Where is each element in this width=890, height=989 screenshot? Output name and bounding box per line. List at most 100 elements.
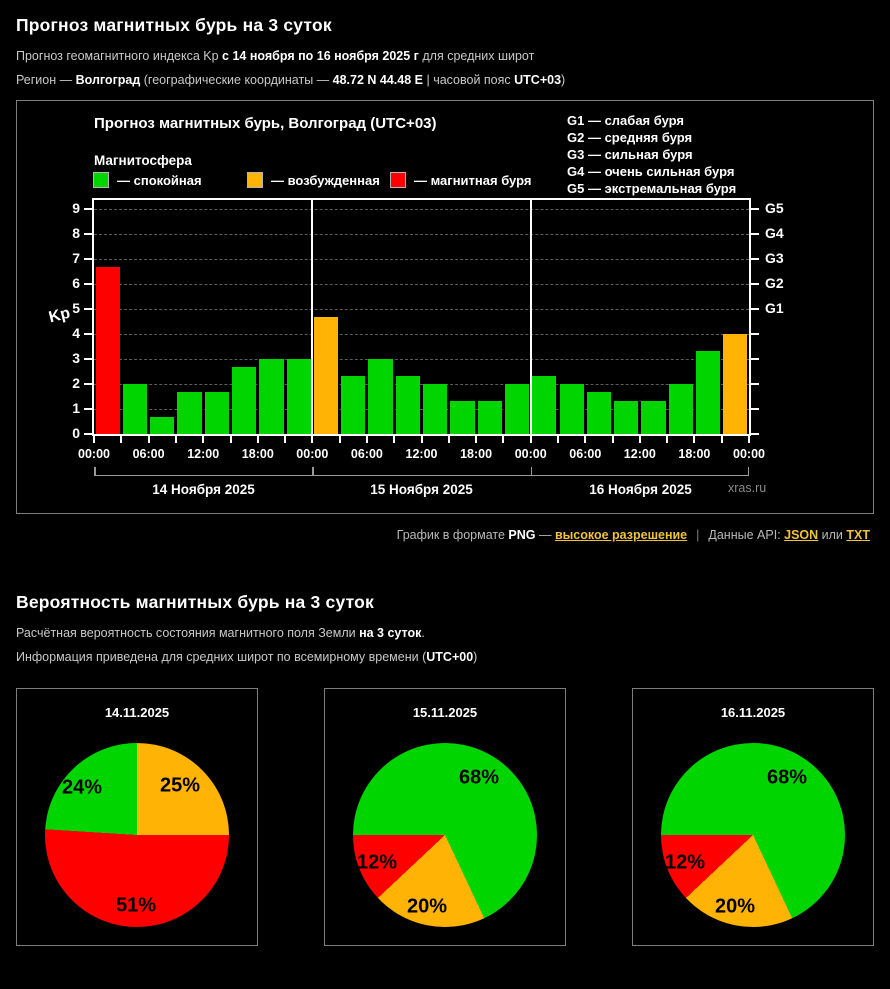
kp-bar — [723, 334, 748, 434]
quiet-color-swatch — [93, 172, 109, 188]
pie-percent-label: 51% — [115, 894, 157, 917]
separator: | — [696, 528, 700, 542]
g4-legend-line: G4 — очень сильная буря — [567, 164, 735, 179]
x-tick-label: 06:00 — [132, 447, 165, 461]
x-tick-label: 00:00 — [78, 447, 110, 461]
pie-chart — [661, 743, 845, 927]
probability-text: Расчётная вероятность состояния магнитно… — [16, 626, 360, 640]
y-axis-tick — [84, 283, 92, 285]
g-scale-label: G2 — [765, 275, 784, 291]
kp-bar — [423, 384, 448, 434]
kp-plot: 0 1 2 3 4 5 G1 6 G2 7 G3 8 G4 9 G5 00:00 06:00 12:00 18:00… — [72, 198, 784, 461]
watermark: xras.ru — [728, 481, 767, 495]
x-axis-tick — [365, 436, 368, 443]
legend-label-storm: — магнитная буря — [414, 172, 532, 188]
y-axis-tick — [84, 408, 92, 410]
high-res-link[interactable]: высокое разрешение — [554, 528, 688, 542]
x-tick-label: 00:00 — [514, 447, 547, 461]
x-tick-label: 18:00 — [678, 447, 711, 461]
dash: — — [535, 528, 555, 542]
pie-date: 14.11.2025 — [104, 705, 170, 720]
legend-item-quiet: — спокойная — [93, 172, 202, 188]
region-name: Волгоград — [75, 73, 141, 87]
kp-bar — [695, 351, 721, 434]
x-axis-tick — [557, 436, 559, 443]
api-label: Данные API: — [708, 528, 785, 542]
kp-bar — [150, 417, 175, 434]
day-label-1: 14 Ноября 2025 — [152, 482, 255, 497]
x-axis-tick — [284, 436, 286, 443]
kp-bar — [204, 392, 229, 434]
x-axis-tick — [393, 436, 396, 443]
x-tick-label: 12:00 — [623, 447, 656, 461]
probability-line-1: Расчётная вероятность состояния магнитно… — [16, 626, 874, 640]
day-divider — [529, 200, 532, 434]
page: Прогноз магнитных бурь на 3 суток Прогно… — [0, 15, 890, 946]
right-axis-tick — [751, 358, 759, 360]
g5-legend-line: G5 — экстремальная буря — [567, 181, 737, 196]
gridline — [94, 259, 749, 260]
x-axis-tick — [748, 436, 750, 443]
right-axis-tick — [751, 208, 759, 210]
y-tick-label: 0 — [72, 425, 80, 441]
probability-dot: . — [421, 626, 425, 640]
y-tick-label: 2 — [72, 375, 80, 391]
kp-bar — [122, 384, 148, 434]
g2-legend-line: G2 — средняя буря — [567, 130, 693, 145]
kp-bar — [504, 384, 530, 434]
kp-bar — [232, 367, 257, 434]
x-axis-tick — [475, 436, 478, 443]
x-tick-label: 06:00 — [350, 447, 383, 461]
x-tick-label: 12:00 — [405, 447, 438, 461]
x-axis-tick — [311, 436, 314, 443]
kp-bar — [586, 392, 612, 434]
kp-bar — [341, 376, 366, 434]
pie-date: 16.11.2025 — [720, 705, 786, 720]
kp-bar — [641, 401, 666, 434]
bracket-tick — [312, 467, 314, 476]
y-axis-tick — [84, 208, 92, 210]
json-link[interactable]: JSON — [784, 528, 819, 542]
x-axis-tick — [338, 436, 341, 443]
y-axis-tick — [84, 358, 92, 360]
kp-bar — [313, 317, 339, 434]
x-axis-tick — [93, 436, 95, 443]
pie-percent-label: 25% — [159, 774, 201, 797]
gridline — [94, 284, 749, 285]
pie-chart — [353, 743, 537, 927]
x-tick-label: 06:00 — [569, 447, 602, 461]
gridline — [94, 309, 749, 310]
pie-date: 15.11.2025 — [412, 705, 478, 720]
x-tick-label: 00:00 — [733, 447, 765, 461]
x-axis-tick — [666, 436, 669, 443]
right-axis-tick — [751, 433, 759, 435]
x-axis-tick — [720, 436, 723, 443]
y-tick-label: 8 — [72, 225, 80, 241]
forecast-date-range: с 14 ноября по 16 ноября 2025 г — [222, 49, 419, 63]
x-tick-label: 18:00 — [460, 447, 493, 461]
kp-bar — [395, 376, 420, 434]
y-tick-label: 3 — [72, 350, 80, 366]
probability-line-2: Информация приведена для средних широт п… — [16, 650, 874, 664]
png-label: График в формате — [396, 528, 509, 542]
pie-chart — [45, 743, 229, 927]
magnetosphere-label: Магнитосфера — [94, 153, 192, 168]
subtitle-text: Прогноз геомагнитного индекса Kp — [16, 49, 223, 63]
kp-bar — [559, 384, 584, 434]
right-axis-tick — [751, 233, 759, 235]
pie-percent-label: 12% — [356, 851, 398, 874]
txt-link[interactable]: TXT — [846, 528, 870, 542]
kp-bar — [614, 401, 639, 434]
pie-percent-label: 20% — [406, 895, 448, 918]
gridline — [94, 384, 749, 385]
x-tick-label: 12:00 — [187, 447, 220, 461]
day-divider — [311, 200, 314, 434]
paren-close: ) — [561, 73, 566, 87]
gridline — [94, 409, 749, 410]
or-label: или — [818, 528, 847, 542]
links-row: График в формате PNG — высокое разрешени… — [20, 528, 870, 542]
region-label: Регион — — [16, 73, 76, 87]
right-axis-tick — [751, 383, 759, 385]
g3-legend-line: G3 — сильная буря — [567, 147, 693, 162]
png-format: PNG — [508, 528, 536, 542]
